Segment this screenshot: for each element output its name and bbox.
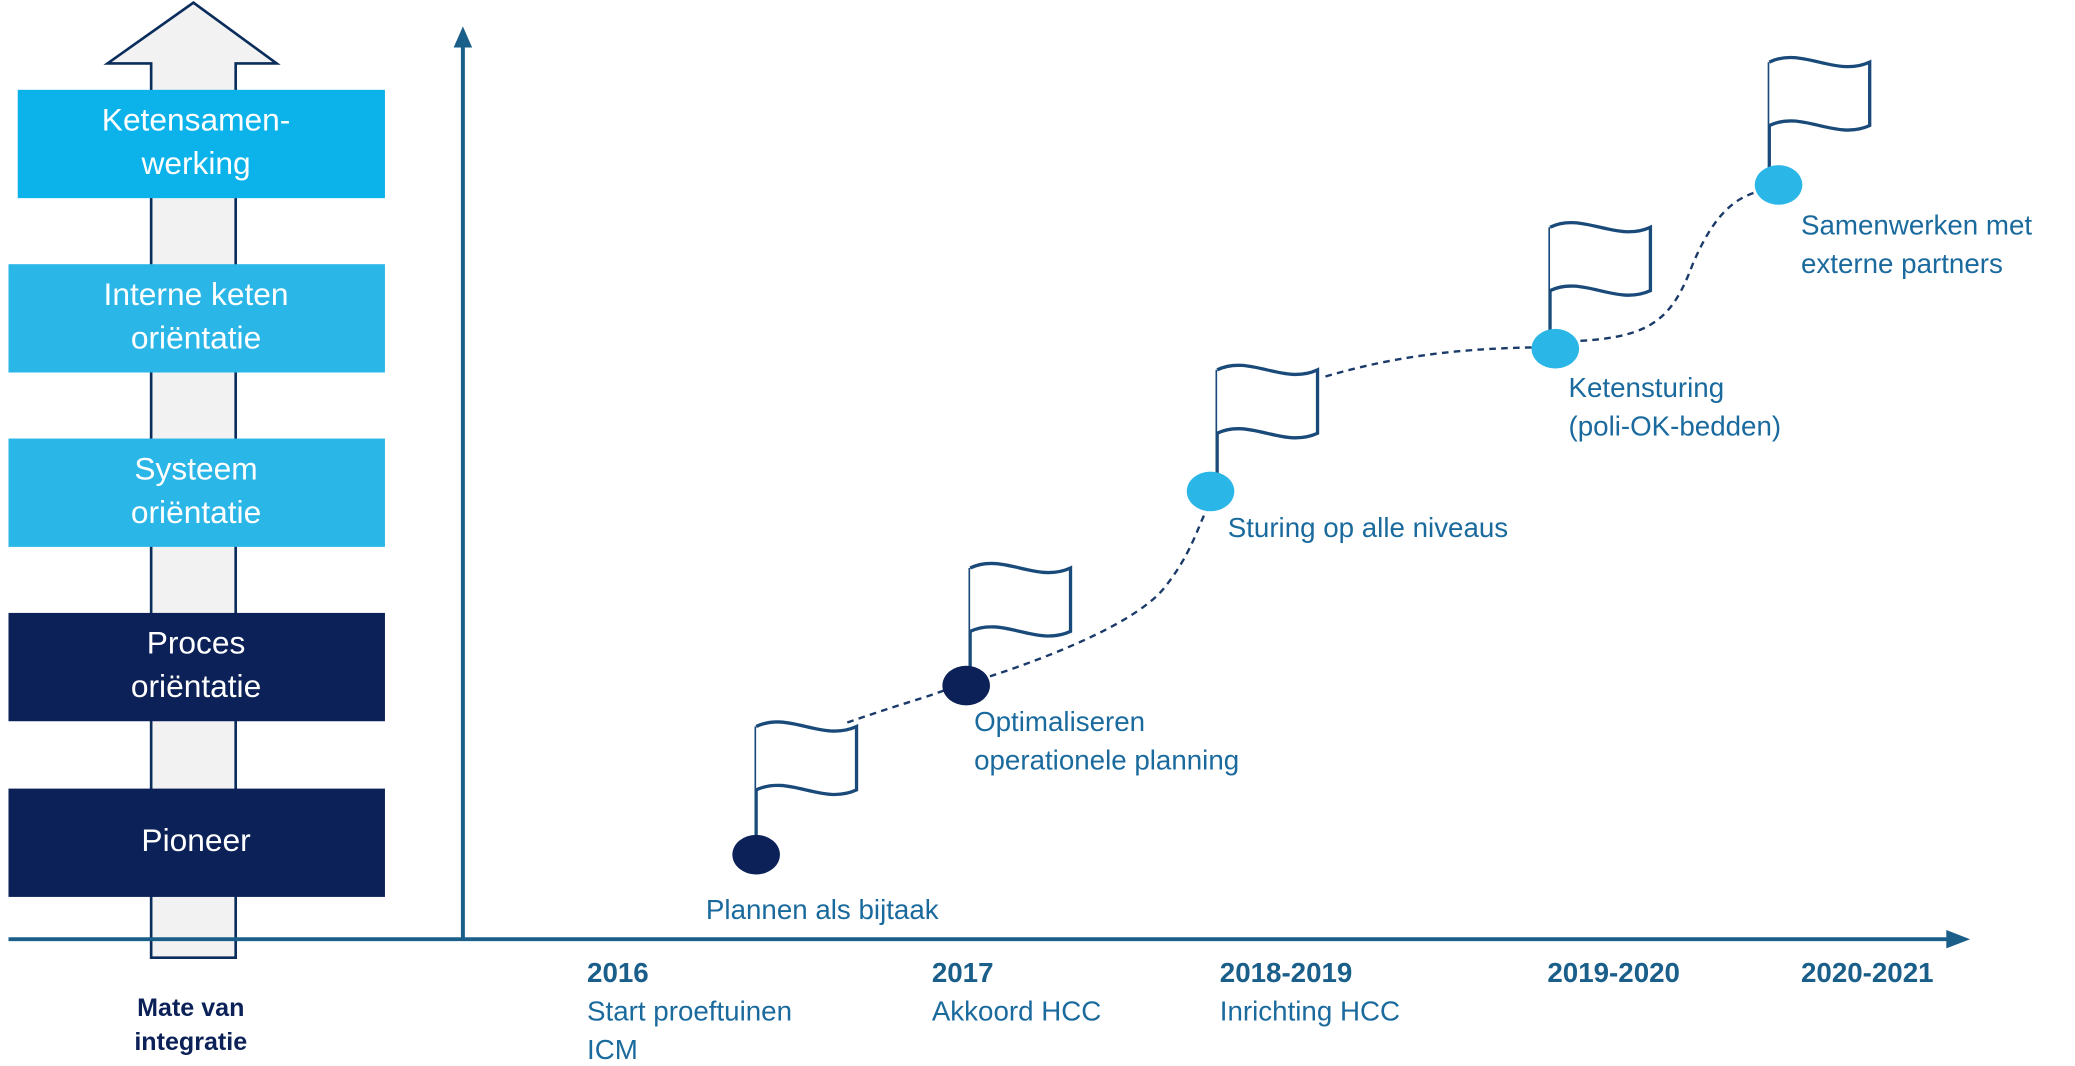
timeline-event: Akkoord HCC [932,995,1101,1026]
milestone-dot [942,665,990,706]
milestone-dot [1754,165,1803,205]
flag [1768,55,1872,132]
progress-path [846,190,1760,724]
milestone-dot [732,834,780,875]
timeline-year: 2020-2021 [1801,957,1934,988]
milestone-label: Ketensturing [1569,372,1725,403]
level-label: oriëntatie [131,320,261,356]
level-label: Pioneer [141,822,251,858]
flag [755,720,859,797]
level-label: oriëntatie [131,494,261,530]
level-box [8,788,385,897]
level-label: Systeem [134,450,257,486]
timeline-event: Start proeftuinen [587,995,792,1026]
timeline-year: 2018-2019 [1220,957,1353,988]
timeline-year: 2019-2020 [1547,957,1680,988]
axis-label: integratie [134,1028,247,1056]
level-label: werking [140,145,250,181]
flag [969,561,1073,638]
milestone-label: Samenwerken met [1801,210,2032,241]
axis-arrowhead [453,26,473,48]
timeline-year: 2016 [587,957,649,988]
milestone-label: externe partners [1801,248,2003,279]
milestone-dot [1531,328,1580,369]
level-label: Proces [147,625,246,661]
milestone-label: operationele planning [974,745,1239,776]
level-label: Ketensamen- [102,102,290,138]
timeline-event: ICM [587,1034,638,1065]
milestone-label: Optimaliseren [974,706,1145,737]
milestone-label: (poli-OK-bedden) [1569,410,1782,441]
flag [1216,363,1320,440]
axis-arrowhead [1946,929,1971,949]
level-box [8,264,385,373]
timeline-year: 2017 [932,957,994,988]
level-box [17,89,385,199]
axis-label: Mate van [137,994,244,1022]
level-box [8,438,385,547]
level-label: Interne keten [104,276,289,312]
timeline-event: Inrichting HCC [1220,995,1400,1026]
milestone-dot [1186,471,1235,512]
flag [1549,221,1653,297]
level-box [8,612,385,722]
milestone-label: Sturing op alle niveaus [1228,512,1508,543]
level-label: oriëntatie [131,668,261,704]
milestone-label: Plannen als bijtaak [706,894,939,925]
